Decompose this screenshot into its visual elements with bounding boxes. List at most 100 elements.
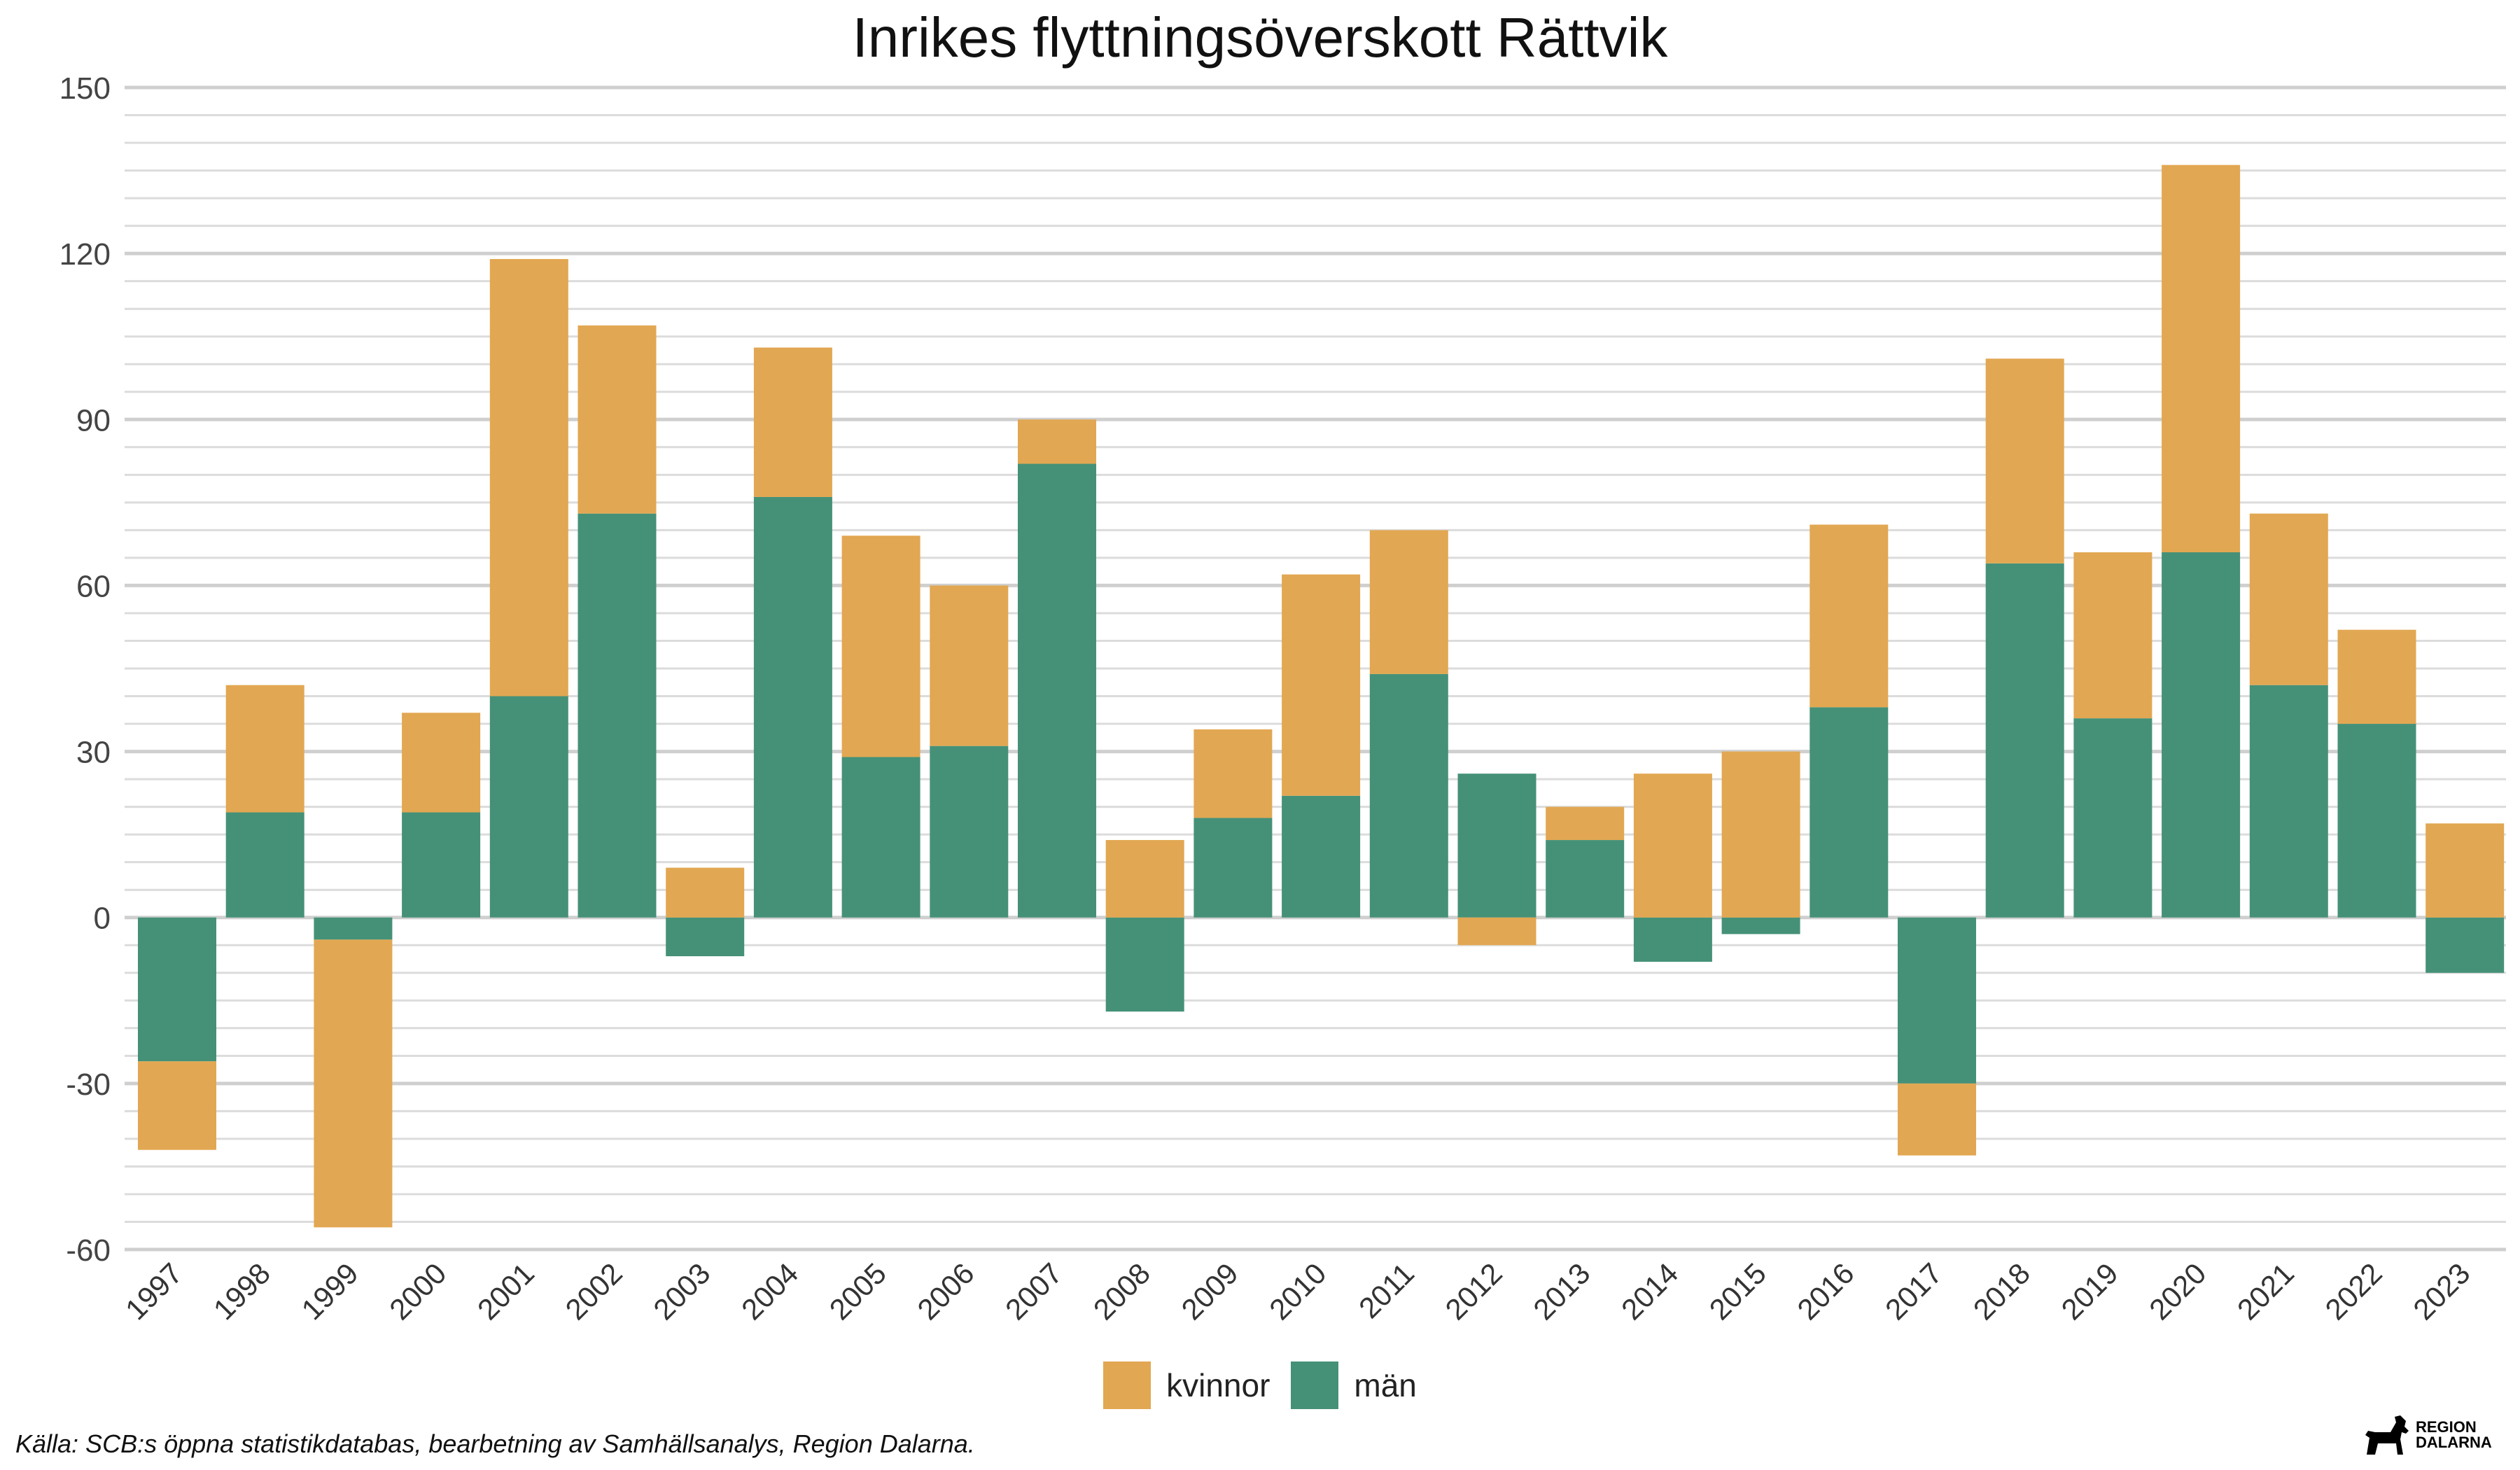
bar-man [2426, 917, 2505, 973]
bar-kvinnor [1457, 917, 1536, 946]
x-tick-label: 2012 [1439, 1256, 1508, 1326]
bar-man [1721, 917, 1800, 934]
y-tick-label: 60 [76, 569, 111, 603]
bar-man [1809, 707, 1889, 918]
bar-kvinnor [489, 259, 568, 696]
bar-man [1633, 917, 1712, 962]
logo-line-1: REGION [2416, 1418, 2477, 1436]
x-tick-label: 2015 [1703, 1256, 1772, 1326]
x-tick-label: 2023 [2407, 1256, 2476, 1326]
y-tick-label: 30 [76, 736, 111, 770]
bar-man [1985, 563, 2064, 918]
x-tick-label: 2014 [1615, 1256, 1684, 1326]
bar-man [930, 746, 1009, 918]
bar-kvinnor [1282, 574, 1361, 796]
bar-man [314, 917, 393, 940]
legend: kvinnor män [0, 1362, 2520, 1409]
logo-line-2: DALARNA [2416, 1434, 2492, 1451]
x-tick-label: 2018 [1967, 1256, 2036, 1326]
x-tick-label: 2006 [911, 1256, 980, 1326]
bar-kvinnor [1898, 1083, 1976, 1156]
source-note: Källa: SCB:s öppna statistikdatabas, bea… [15, 1429, 975, 1458]
bar-man [2162, 552, 2241, 918]
bar-kvinnor [841, 536, 920, 757]
x-tick-label: 2001 [471, 1256, 540, 1326]
bar-man [1898, 917, 1976, 1084]
bar-kvinnor [1194, 729, 1273, 818]
x-tick-label: 2016 [1791, 1256, 1860, 1326]
bar-kvinnor [1721, 751, 1800, 918]
bar-man [1457, 774, 1536, 918]
bar-man [1369, 673, 1448, 918]
bar-kvinnor [1369, 530, 1448, 674]
x-tick-label: 1999 [295, 1256, 364, 1326]
bar-man [666, 917, 745, 957]
bar-kvinnor [1985, 358, 2064, 564]
legend-item-man: män [1291, 1362, 1417, 1409]
x-tick-label: 2010 [1263, 1256, 1332, 1326]
bar-kvinnor [2337, 629, 2416, 724]
bar-kvinnor [2162, 164, 2241, 552]
bar-kvinnor [753, 347, 832, 497]
x-tick-label: 2019 [2054, 1256, 2124, 1326]
bar-kvinnor [2426, 823, 2505, 918]
x-tick-label: 2009 [1175, 1256, 1244, 1326]
bar-man [2337, 724, 2416, 918]
x-tick-label: 2013 [1527, 1256, 1596, 1326]
legend-swatch-man [1291, 1362, 1339, 1409]
x-tick-label: 2000 [383, 1256, 452, 1326]
logo-text: REGION DALARNA [2416, 1420, 2492, 1450]
bar-kvinnor [402, 713, 481, 813]
y-tick-label: -60 [66, 1233, 111, 1268]
x-tick-label: 2017 [1879, 1256, 1948, 1326]
x-tick-label: 2005 [823, 1256, 892, 1326]
bar-man [225, 812, 304, 918]
x-tick-label: 2021 [2231, 1256, 2300, 1326]
y-tick-label: 150 [59, 71, 111, 106]
bar-kvinnor [225, 685, 304, 813]
bar-man [753, 496, 832, 918]
x-tick-label: 2007 [999, 1256, 1068, 1326]
bar-kvinnor [1809, 524, 1889, 708]
y-tick-label: -30 [66, 1068, 111, 1102]
x-tick-label: 1998 [207, 1256, 276, 1326]
x-tick-label: 2008 [1087, 1256, 1156, 1326]
bar-man [841, 757, 920, 918]
x-tick-label: 2003 [647, 1256, 716, 1326]
bar-layer [138, 164, 2505, 1228]
bar-man [1282, 795, 1361, 918]
x-tick-label: 2022 [2319, 1256, 2388, 1326]
bar-kvinnor [578, 325, 657, 514]
bar-man [578, 513, 657, 918]
bar-man [2249, 685, 2328, 918]
bar-man [1105, 917, 1184, 1012]
y-tick-label: 90 [76, 403, 111, 438]
bar-man [1546, 840, 1625, 918]
dala-horse-icon [2365, 1415, 2409, 1455]
x-tick-label: 2004 [735, 1256, 804, 1326]
bar-kvinnor [666, 867, 745, 918]
x-tick-label: 2011 [1352, 1256, 1420, 1324]
bar-kvinnor [138, 1061, 216, 1150]
bar-kvinnor [930, 585, 1009, 746]
y-tick-label: 120 [59, 237, 111, 272]
chart-title: Inrikes flyttningsöverskott Rättvik [852, 6, 1668, 69]
bar-man [2073, 718, 2152, 918]
bar-man [402, 812, 481, 918]
legend-label-kvinnor: kvinnor [1166, 1367, 1270, 1404]
bar-man [489, 696, 568, 918]
legend-label-man: män [1354, 1367, 1417, 1404]
x-tick-label: 2020 [2143, 1256, 2212, 1326]
legend-item-kvinnor: kvinnor [1103, 1362, 1270, 1409]
bar-kvinnor [1633, 774, 1712, 918]
bar-man [1018, 463, 1096, 918]
bar-man [138, 917, 216, 1062]
bar-man [1194, 818, 1273, 918]
bar-kvinnor [2249, 513, 2328, 685]
y-tick-label: 0 [94, 902, 111, 936]
bar-kvinnor [1018, 419, 1096, 464]
bar-kvinnor [314, 939, 393, 1228]
bar-kvinnor [2073, 552, 2152, 719]
bar-kvinnor [1546, 806, 1625, 841]
